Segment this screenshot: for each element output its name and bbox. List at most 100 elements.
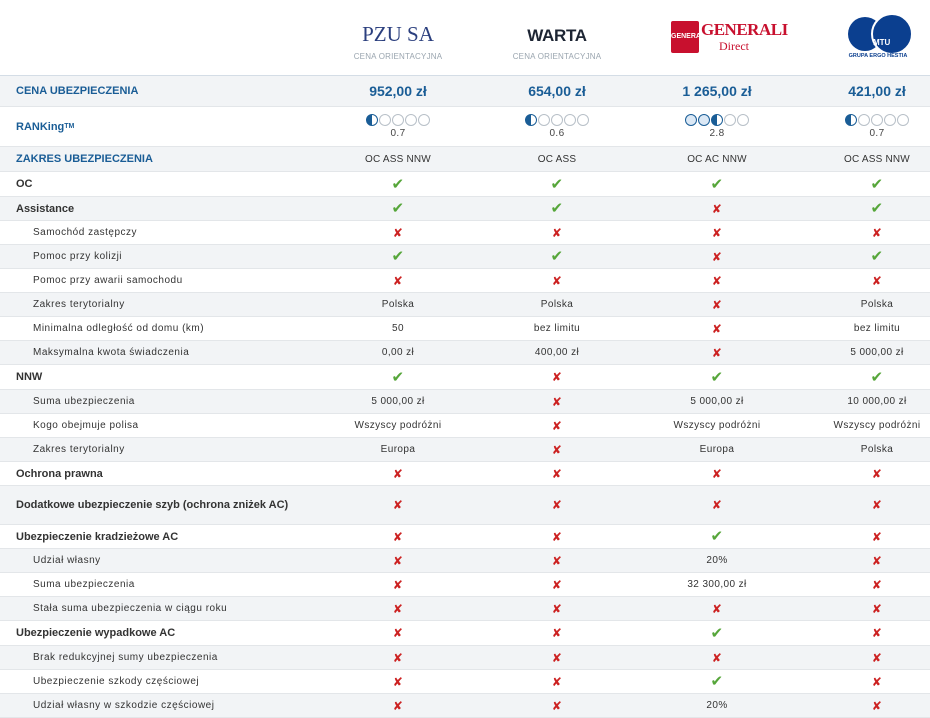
cross-icon: ✘ (711, 273, 723, 288)
table-row: Suma ubezpieczenia 5 000,00 zł ✘ 5 000,00 z… (0, 390, 930, 414)
table-row: Ochrona prawna ✘ ✘ ✘ ✘ (0, 462, 930, 486)
price-label: CENA UBEZPIECZENIA (16, 85, 139, 97)
cross-icon: ✘ (551, 418, 563, 433)
cross-icon: ✘ (871, 601, 883, 616)
insurer-header: PZU SA CENA ORIENTACYJNA WARTA CENA ORIE… (0, 0, 930, 76)
row-label: Pomoc przy awarii samochodu (33, 274, 183, 286)
check-icon: ✔ (550, 248, 564, 265)
cell-value: 5 000,00 zł (371, 396, 425, 407)
table-row: Brak redukcyjnej sumy ubezpieczenia ✘ ✘ ✘ ✘ (0, 646, 930, 670)
row-label: Ubezpieczenie szkody częściowej (33, 675, 200, 687)
check-icon: ✔ (710, 673, 724, 690)
generali-lion-icon: GENERALI (671, 21, 707, 53)
warta-logo: WARTA (527, 26, 587, 45)
rating-star-icon (685, 114, 697, 126)
rating-star-icon (379, 114, 391, 126)
insurer-generali[interactable]: GENERALI GENERALI Direct (637, 0, 797, 75)
cross-icon: ✘ (392, 601, 404, 616)
table-row: Zakres terytorialny Europa ✘ Europa Polska (0, 438, 930, 462)
rating-star-icon (711, 114, 723, 126)
rating-stars (845, 114, 909, 126)
row-label: Kogo obejmuje polisa (33, 419, 139, 431)
cross-icon: ✘ (392, 553, 404, 568)
row-label: Minimalna odległość od domu (km) (33, 322, 205, 334)
cross-icon: ✘ (551, 698, 563, 713)
row-label: Ochrona prawna (16, 467, 103, 480)
ranking-cell: 0.7 (318, 107, 478, 146)
ranking-row: RANKing TM 0.7 0.6 2.8 0.7 (0, 107, 930, 147)
insurer-mtu[interactable]: MTU GRUPA ERGO HESTIA (797, 0, 930, 75)
cross-icon: ✘ (392, 674, 404, 689)
scope-value: OC ASS NNW (844, 153, 910, 165)
insurer-pzu[interactable]: PZU SA CENA ORIENTACYJNA (318, 0, 478, 75)
table-row: Stała suma ubezpieczenia w ciągu roku ✘ ✘ ✘… (0, 597, 930, 621)
row-label: Ubezpieczenie wypadkowe AC (16, 627, 176, 639)
table-row: Samochód zastępczy ✘ ✘ ✘ ✘ (0, 221, 930, 245)
scope-value: OC ASS NNW (365, 153, 431, 165)
cross-icon: ✘ (551, 273, 563, 288)
row-label: Ubezpieczenie kradzieżowe AC (16, 530, 179, 543)
row-label: Brak redukcyjnej sumy ubezpieczenia (33, 651, 218, 663)
cross-icon: ✘ (711, 321, 723, 336)
table-row: Ubezpieczenie wypadkowe AC ✘ ✘ ✔ ✘ (0, 621, 930, 646)
cell-value: Polska (860, 444, 894, 455)
rating-star-icon (525, 114, 537, 126)
price-value: 952,00 zł (369, 83, 427, 99)
table-row: Assistance ✔ ✔ ✘ ✔ (0, 197, 930, 221)
cross-icon: ✘ (392, 650, 404, 665)
table-row: Udział własny w szkodzie częściowej ✘ ✘ 20%… (0, 694, 930, 718)
table-row: Zakres terytorialny Polska Polska ✘ Polska (0, 293, 930, 317)
check-icon: ✔ (710, 624, 724, 642)
price-value: 1 265,00 zł (682, 83, 752, 99)
cross-icon: ✘ (551, 553, 563, 568)
table-row: Dodatkowe ubezpieczenie szyb (ochrona zn… (0, 486, 930, 525)
row-label: Pomoc przy kolizji (33, 250, 123, 262)
ranking-label: RANKing TM (16, 120, 75, 133)
cross-icon: ✘ (871, 674, 883, 689)
cell-value: Polska (381, 299, 415, 310)
cross-icon: ✘ (392, 698, 404, 713)
cross-icon: ✘ (551, 466, 563, 481)
rating-star-icon (724, 114, 736, 126)
cross-icon: ✘ (551, 529, 563, 544)
cross-icon: ✘ (711, 345, 723, 360)
cross-icon: ✘ (871, 577, 883, 592)
cross-icon: ✘ (871, 650, 883, 665)
cross-icon: ✘ (871, 225, 883, 240)
cell-value: Polska (860, 299, 894, 310)
table-row: Pomoc przy kolizji ✔ ✔ ✘ ✔ (0, 245, 930, 269)
check-icon: ✔ (710, 528, 724, 545)
cross-icon: ✘ (711, 249, 723, 264)
warta-price-note: CENA ORIENTACYJNA (512, 52, 602, 61)
cell-value: bez limitu (533, 323, 581, 334)
cross-icon: ✘ (551, 650, 563, 665)
rating-stars (685, 114, 749, 126)
rating-star-icon (884, 114, 896, 126)
row-label: Dodatkowe ubezpieczenie szyb (ochrona zn… (16, 499, 289, 511)
cross-icon: ✘ (551, 601, 563, 616)
rating-star-icon (551, 114, 563, 126)
cross-icon: ✘ (392, 466, 404, 481)
cell-value: Wszyscy podróżni (833, 420, 921, 431)
check-icon: ✔ (550, 200, 564, 217)
cell-value: 32 300,00 zł (687, 579, 747, 590)
check-icon: ✔ (710, 368, 724, 386)
cross-icon: ✘ (551, 370, 563, 384)
cross-icon: ✘ (392, 498, 404, 512)
rating-stars (366, 114, 430, 126)
cross-icon: ✘ (711, 225, 723, 240)
row-label: Stała suma ubezpieczenia w ciągu roku (33, 602, 228, 614)
cell-value: 5 000,00 zł (850, 347, 904, 358)
scope-label: ZAKRES UBEZPIECZENIA (16, 153, 153, 165)
cross-icon: ✘ (711, 466, 723, 481)
ranking-cell: 2.8 (637, 107, 797, 146)
pzu-price-note: CENA ORIENTACYJNA (353, 52, 443, 61)
cell-value: Polska (540, 299, 574, 310)
insurer-warta[interactable]: WARTA CENA ORIENTACYJNA (477, 0, 637, 75)
cell-value: Europa (699, 444, 735, 455)
rating-star-icon (392, 114, 404, 126)
table-row: Ubezpieczenie kradzieżowe AC ✘ ✘ ✔ ✘ (0, 525, 930, 549)
check-icon: ✔ (870, 200, 884, 217)
cell-value: 400,00 zł (534, 347, 580, 358)
cell-value: Europa (380, 444, 416, 455)
